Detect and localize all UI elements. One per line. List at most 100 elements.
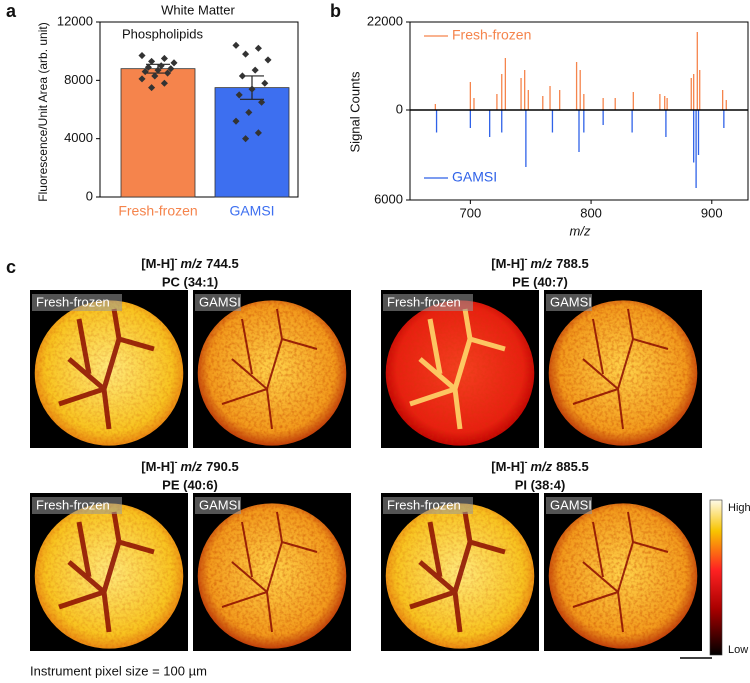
data-point xyxy=(170,59,178,67)
panel-label: b xyxy=(330,1,341,21)
title-part: [M-H] xyxy=(141,459,174,474)
data-point xyxy=(148,84,156,92)
y-tick-label: 22000 xyxy=(367,13,403,28)
label-bg xyxy=(195,294,241,311)
x-tick-label: 900 xyxy=(701,205,723,220)
x-tick-label: GAMSI xyxy=(229,203,274,219)
image-label: Fresh-frozen xyxy=(387,294,461,309)
y-tick-label: 0 xyxy=(396,101,403,116)
image-title: [M-H]- m/z 788.5 xyxy=(491,254,588,271)
plot-frame xyxy=(409,21,749,201)
tissue-folds xyxy=(221,308,318,430)
tissue-folds xyxy=(572,308,669,430)
tissue-folds xyxy=(58,308,155,430)
ms-image: Fresh-frozen xyxy=(30,493,188,651)
title-part: [M-H] xyxy=(141,256,174,271)
data-point xyxy=(242,135,250,143)
label-bg xyxy=(32,294,122,311)
data-point xyxy=(254,129,262,137)
label-bg xyxy=(546,497,592,514)
title-part: - xyxy=(525,254,528,264)
title-part: - xyxy=(175,254,178,264)
bar xyxy=(120,68,196,198)
title-part: m/z xyxy=(181,459,203,474)
image-label: GAMSI xyxy=(199,497,241,512)
title-part: - xyxy=(525,457,528,467)
data-point xyxy=(144,63,152,71)
data-point xyxy=(160,54,168,62)
x-tick-label: 700 xyxy=(460,205,482,220)
title-part: 790.5 xyxy=(206,459,239,474)
tissue xyxy=(385,503,535,649)
x-tick-label: Fresh-frozen xyxy=(118,203,197,219)
legend-label: GAMSI xyxy=(452,169,497,185)
panel-label: c xyxy=(6,257,16,277)
data-point xyxy=(138,52,146,60)
panel-label: a xyxy=(6,1,17,21)
data-point xyxy=(157,62,165,70)
data-point xyxy=(232,117,240,125)
x-axis-label: m/z xyxy=(570,223,591,238)
y-tick-label: 6000 xyxy=(374,191,403,206)
image-title: [M-H]- m/z 885.5 xyxy=(491,457,588,474)
label-bg xyxy=(546,294,592,311)
image-label: Fresh-frozen xyxy=(387,497,461,512)
title-part: m/z xyxy=(181,256,203,271)
image-title: [M-H]- m/z 744.5 xyxy=(141,254,238,271)
image-label: Fresh-frozen xyxy=(36,294,110,309)
data-point xyxy=(148,57,156,65)
y-tick-label: 12000 xyxy=(57,13,93,28)
ms-image: Fresh-frozen xyxy=(381,290,539,448)
label-bg xyxy=(32,497,122,514)
data-point xyxy=(164,69,172,77)
tissue xyxy=(34,503,184,649)
title-part: m/z xyxy=(531,256,553,271)
ms-image: GAMSI xyxy=(544,493,702,651)
title-part: 744.5 xyxy=(206,256,239,271)
image-label: Fresh-frozen xyxy=(36,497,110,512)
annotation: Phospholipids xyxy=(122,26,203,41)
legend-label: Fresh-frozen xyxy=(452,27,531,43)
colorbar xyxy=(709,499,723,656)
y-axis-label: Fluorescence/Unit Area (arb. unit) xyxy=(36,22,50,201)
title-part: [M-H] xyxy=(491,459,524,474)
title-part: 788.5 xyxy=(556,256,589,271)
plot-frame xyxy=(99,21,299,198)
tissue xyxy=(197,300,347,446)
data-point xyxy=(238,72,246,80)
footer: Instrument pixel size = 100 µm xyxy=(30,663,207,678)
label-bg xyxy=(383,497,473,514)
ms-image: GAMSI xyxy=(193,493,351,651)
ms-image: GAMSI xyxy=(544,290,702,448)
title-part: [M-H] xyxy=(491,256,524,271)
tissue xyxy=(34,300,184,446)
data-point xyxy=(167,65,175,73)
tissue xyxy=(548,503,698,649)
tissue xyxy=(548,300,698,446)
ms-image: Fresh-frozen xyxy=(381,493,539,651)
image-title: [M-H]- m/z 790.5 xyxy=(141,457,238,474)
data-point xyxy=(251,66,259,74)
data-point xyxy=(141,68,149,76)
data-point xyxy=(154,66,162,74)
data-point xyxy=(248,85,256,93)
tissue-folds xyxy=(409,308,506,430)
tissue-folds xyxy=(409,511,506,633)
tissue-folds xyxy=(572,511,669,633)
image-subtitle: PI (38:4) xyxy=(515,477,566,492)
tissue xyxy=(385,300,535,446)
ms-image: GAMSI xyxy=(193,290,351,448)
y-tick-label: 0 xyxy=(86,188,93,203)
tissue xyxy=(197,503,347,649)
data-point xyxy=(264,56,272,64)
data-point xyxy=(235,91,243,99)
image-label: GAMSI xyxy=(550,497,592,512)
image-subtitle: PE (40:6) xyxy=(162,477,218,492)
title-part: m/z xyxy=(531,459,553,474)
image-subtitle: PC (34:1) xyxy=(162,274,218,289)
chart-title: White Matter xyxy=(161,2,235,17)
data-point xyxy=(242,50,250,58)
image-label: GAMSI xyxy=(550,294,592,309)
data-point xyxy=(245,108,253,116)
